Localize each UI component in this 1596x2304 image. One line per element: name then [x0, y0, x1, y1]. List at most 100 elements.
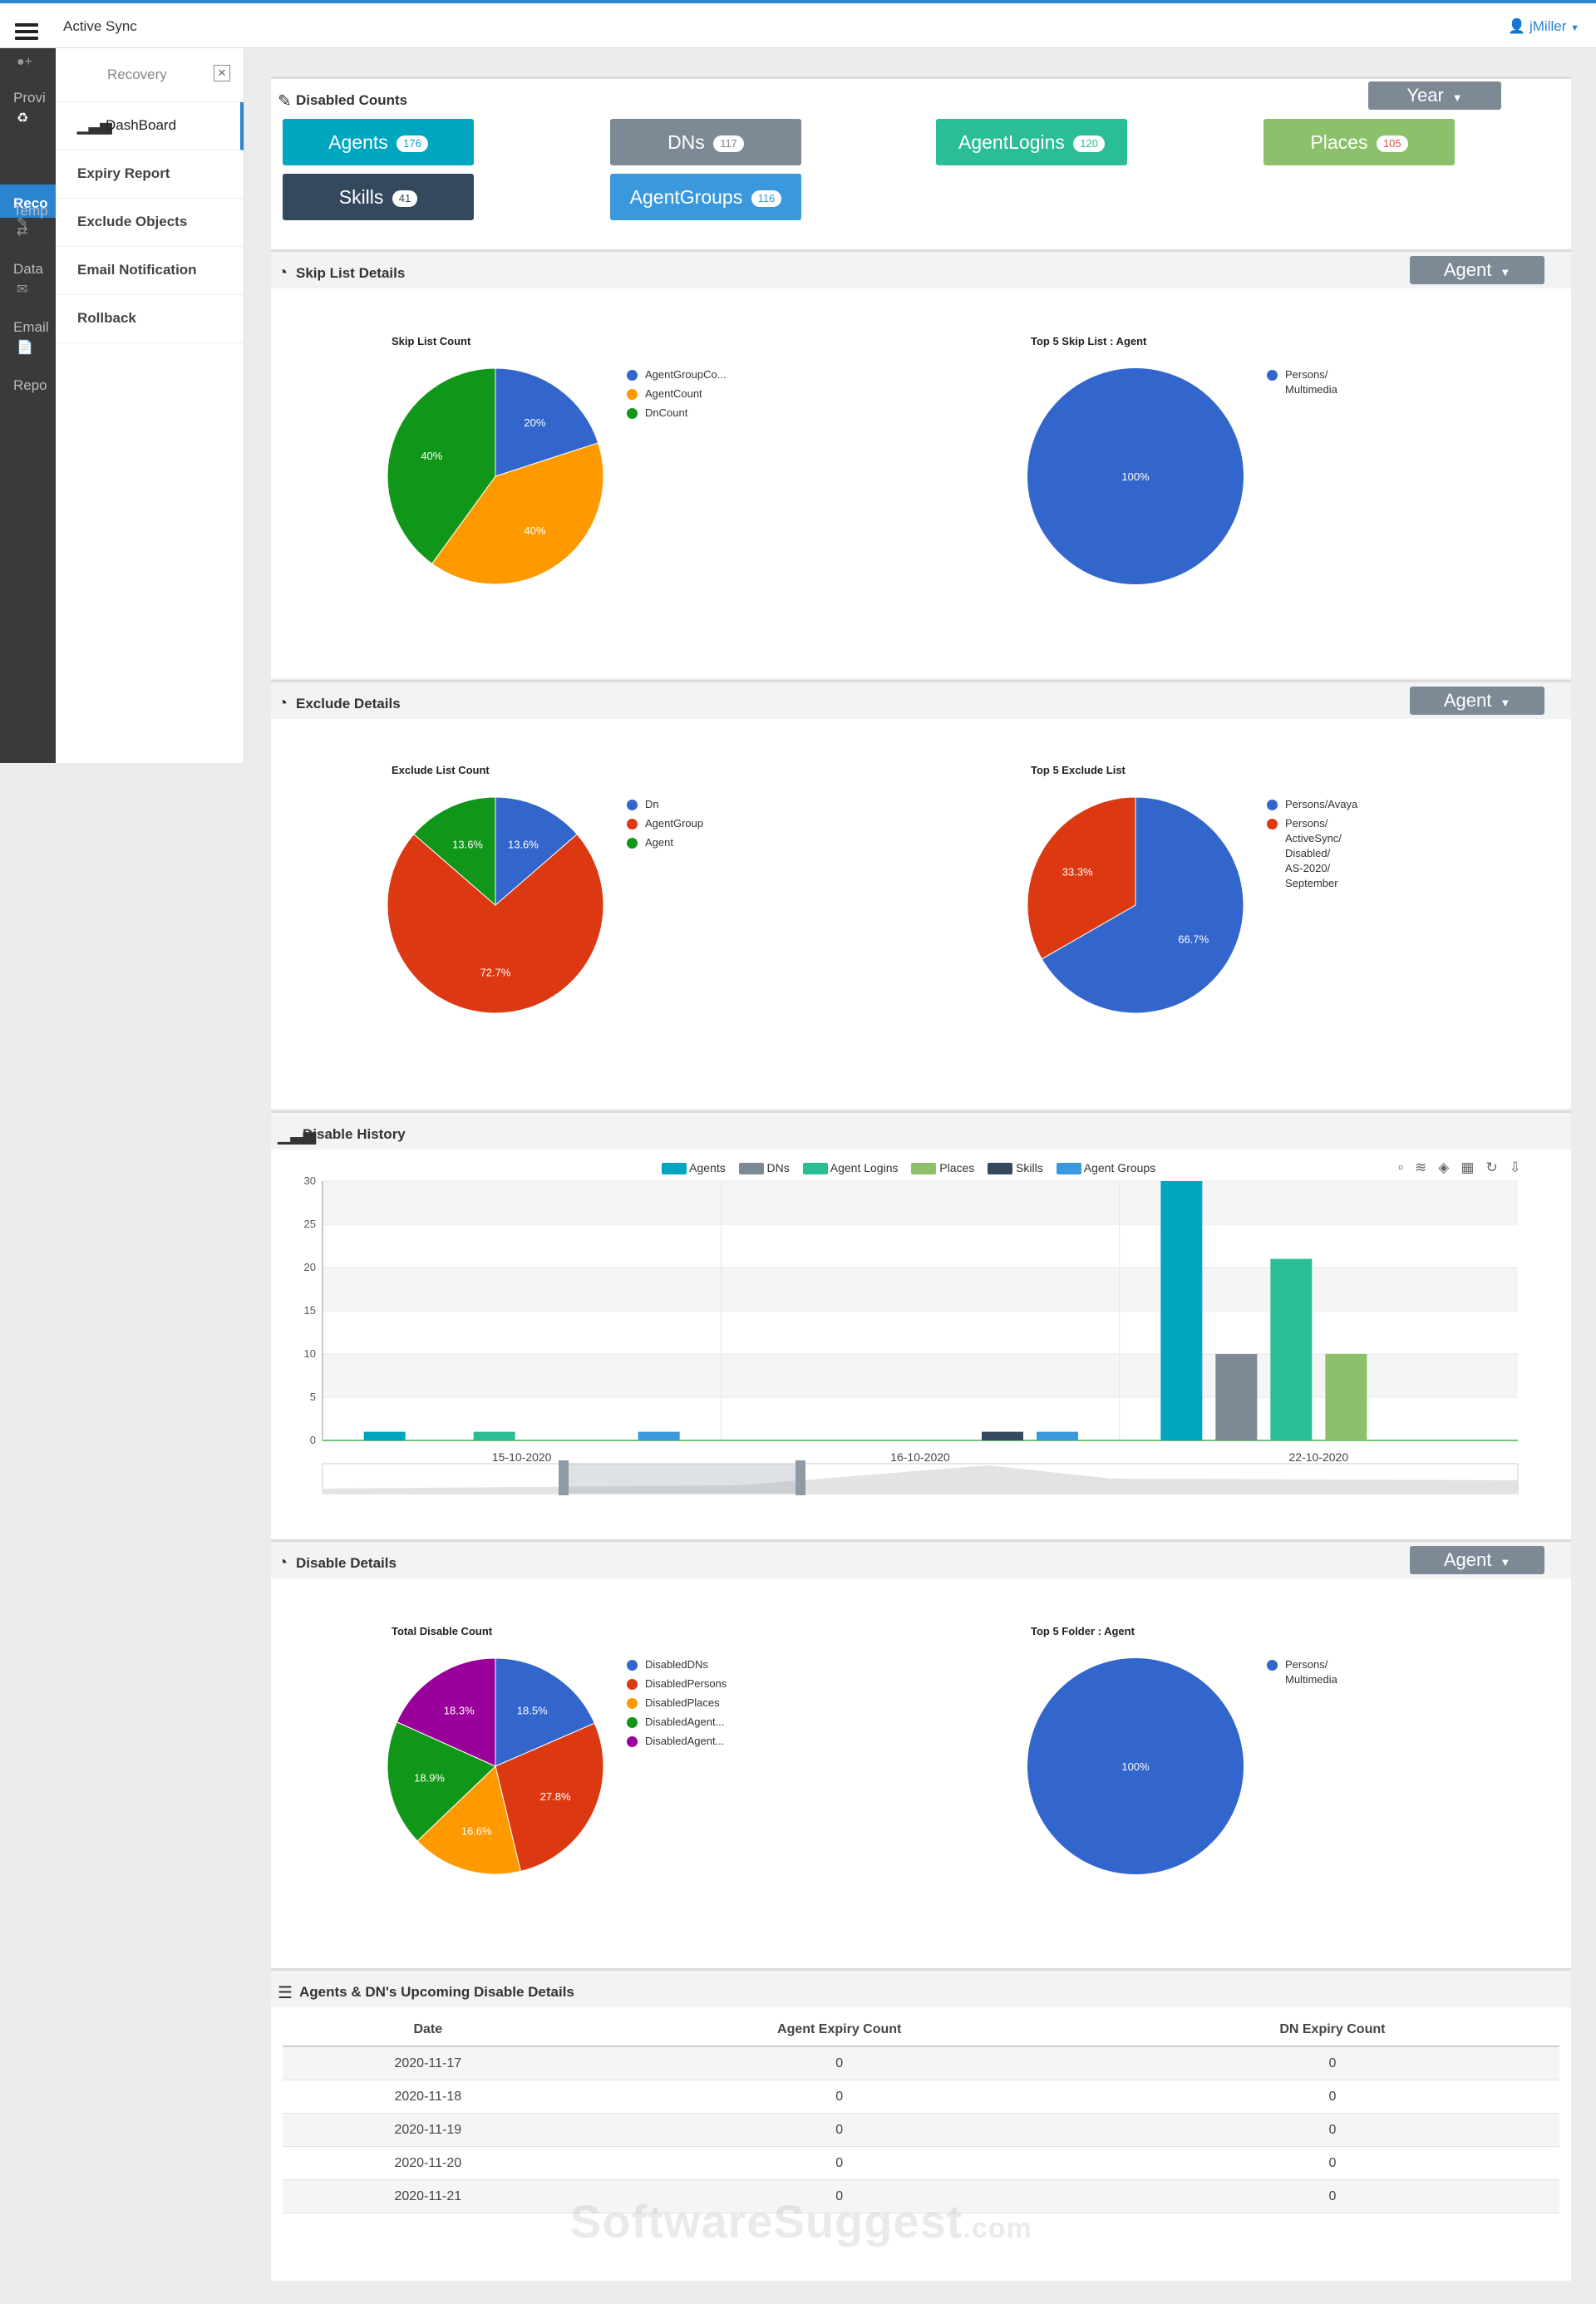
legend-item-agent-groups[interactable]: Agent Groups	[1056, 1161, 1155, 1175]
submenu-header: Recovery ✕	[56, 48, 244, 102]
user-menu[interactable]: 👤 jMiller ▼	[1508, 18, 1579, 35]
legend-item-agents[interactable]: Agents	[662, 1161, 726, 1175]
legend-item-skills[interactable]: Skills	[988, 1161, 1043, 1175]
refresh-icon[interactable]: ↻	[1485, 1159, 1510, 1175]
pie-slice[interactable]	[495, 1722, 604, 1873]
zoom-handle[interactable]	[559, 1460, 569, 1495]
legend-label: DnCount	[645, 406, 688, 419]
submenu-item-expiry-report[interactable]: Expiry Report	[56, 150, 244, 199]
legend-item[interactable]: DisabledPlaces	[627, 1696, 727, 1715]
legend-item[interactable]: Persons/Multimedia	[1267, 1657, 1337, 1694]
hamburger-menu-icon[interactable]	[15, 23, 38, 43]
legend-item-dns[interactable]: DNs	[738, 1161, 790, 1175]
close-icon[interactable]: ✕	[214, 65, 230, 81]
pie-slice[interactable]	[431, 442, 604, 585]
pie-slice[interactable]	[416, 1765, 521, 1875]
bar[interactable]	[1037, 1431, 1078, 1440]
legend-label: Multimedia	[1285, 1673, 1337, 1686]
pie-slice[interactable]	[413, 797, 496, 907]
caret-down-icon: ▼	[1500, 697, 1511, 709]
legend-item[interactable]: DisabledAgent...	[627, 1734, 727, 1753]
exclude-filter-dropdown[interactable]: Agent ▼	[1410, 687, 1544, 715]
stack-icon[interactable]: ◈	[1438, 1159, 1461, 1175]
pie-slice[interactable]	[495, 797, 578, 907]
period-dropdown[interactable]: Year ▼	[1368, 81, 1501, 110]
slice-label: 33.3%	[1062, 866, 1093, 879]
pie-slice[interactable]	[1027, 1658, 1244, 1874]
legend-label: Persons/	[1285, 817, 1328, 830]
legend-label: Agent	[645, 836, 673, 849]
legend-dot	[627, 1736, 638, 1747]
pie-slice[interactable]	[495, 1658, 595, 1767]
legend-item[interactable]: AgentGroupCo...	[627, 367, 727, 386]
bar[interactable]	[638, 1431, 680, 1440]
submenu-item-exclude-objects[interactable]: Exclude Objects	[56, 199, 244, 247]
rail-label: Temp	[13, 203, 48, 219]
legend-item[interactable]: Agent	[627, 835, 703, 854]
pie-slice[interactable]	[387, 1721, 496, 1842]
button-label: Skills	[338, 186, 384, 208]
line-mode-icon[interactable]: ≋	[1415, 1159, 1439, 1175]
legend-item[interactable]: AgentCount	[627, 386, 727, 406]
pie-chart-icon: ◔	[278, 694, 288, 712]
tile-icon[interactable]: ▦	[1461, 1159, 1486, 1175]
dropdown-label: Agent	[1443, 690, 1492, 711]
pie-slice[interactable]	[387, 834, 604, 1014]
legend-label: DisabledAgent...	[645, 1716, 725, 1728]
bar[interactable]	[473, 1431, 515, 1440]
submenu-item-rollback[interactable]: Rollback	[56, 295, 244, 343]
legend-item[interactable]: DnCount	[627, 406, 727, 425]
chart-legend: Agents DNs Agent Logins Places Skills Ag…	[662, 1161, 1155, 1175]
bar[interactable]	[1215, 1354, 1258, 1440]
legend-dot	[627, 1679, 638, 1690]
agents-count-button[interactable]: Agents 176	[283, 119, 474, 165]
disable-details-filter-dropdown[interactable]: Agent ▼	[1410, 1546, 1544, 1574]
legend-item[interactable]: Dn	[627, 797, 703, 816]
submenu-item-dashboard[interactable]: ▁▃▅ DashBoard	[56, 102, 244, 150]
bar[interactable]	[1270, 1258, 1313, 1440]
table-cell: 0	[573, 2113, 1106, 2147]
pie-slice[interactable]	[1041, 797, 1244, 1014]
bar[interactable]	[363, 1431, 406, 1440]
legend-item[interactable]: Persons/Multimedia	[1267, 367, 1337, 404]
pie-slice[interactable]	[1027, 368, 1244, 584]
legend-label: DisabledAgent...	[645, 1735, 725, 1747]
disabled-counts-card: ✎ Disabled Counts Year ▼ Agents 176 DNs 1…	[271, 76, 1571, 249]
legend-dot	[627, 389, 638, 400]
legend-item[interactable]: Persons/Avaya	[1267, 797, 1357, 816]
submenu-label: Expiry Report	[77, 165, 170, 181]
legend-item[interactable]: AgentGroup	[627, 816, 703, 835]
download-icon[interactable]: ⇩	[1509, 1159, 1533, 1175]
count-badge: 176	[397, 135, 428, 152]
bar[interactable]	[1160, 1181, 1203, 1440]
bar[interactable]	[982, 1431, 1023, 1440]
app-title: Active Sync	[63, 18, 137, 34]
slice-label: 100%	[1121, 470, 1150, 483]
pie-chart-total-disable-count: 18.5% 27.8% 16.6% 18.9% 18.3%	[387, 1658, 604, 1875]
bar-mode-icon[interactable]: ▫	[1398, 1159, 1416, 1175]
legend-item[interactable]: DisabledAgent...	[627, 1715, 727, 1734]
agentgroups-count-button[interactable]: AgentGroups 116	[610, 174, 801, 220]
legend-item[interactable]: DisabledPersons	[627, 1676, 727, 1696]
legend-dot	[1267, 800, 1278, 810]
dropdown-label: Year	[1406, 85, 1444, 106]
pie-slice[interactable]	[495, 368, 599, 477]
pie-slice[interactable]	[1027, 797, 1136, 960]
legend-item-places[interactable]: Places	[911, 1161, 974, 1175]
legend-item-agent-logins[interactable]: Agent Logins	[802, 1161, 898, 1175]
zoom-window[interactable]	[564, 1464, 800, 1494]
pie-slice[interactable]	[396, 1658, 496, 1767]
agentlogins-count-button[interactable]: AgentLogins 120	[936, 119, 1127, 165]
bar[interactable]	[1325, 1354, 1367, 1440]
legend-dot	[627, 1717, 638, 1728]
dns-count-button[interactable]: DNs 117	[610, 119, 801, 165]
skills-count-button[interactable]: Skills 41	[283, 174, 474, 220]
button-label: Places	[1310, 131, 1368, 153]
places-count-button[interactable]: Places 105	[1264, 119, 1455, 165]
legend-item[interactable]: DisabledDNs	[627, 1657, 727, 1676]
legend-item[interactable]: Persons/ActiveSync/Disabled/AS-2020/Sept…	[1267, 816, 1357, 903]
submenu-item-email-notification[interactable]: Email Notification	[56, 247, 244, 295]
zoom-handle[interactable]	[796, 1460, 805, 1495]
pie-slice[interactable]	[387, 368, 496, 564]
skip-list-filter-dropdown[interactable]: Agent ▼	[1410, 256, 1544, 284]
